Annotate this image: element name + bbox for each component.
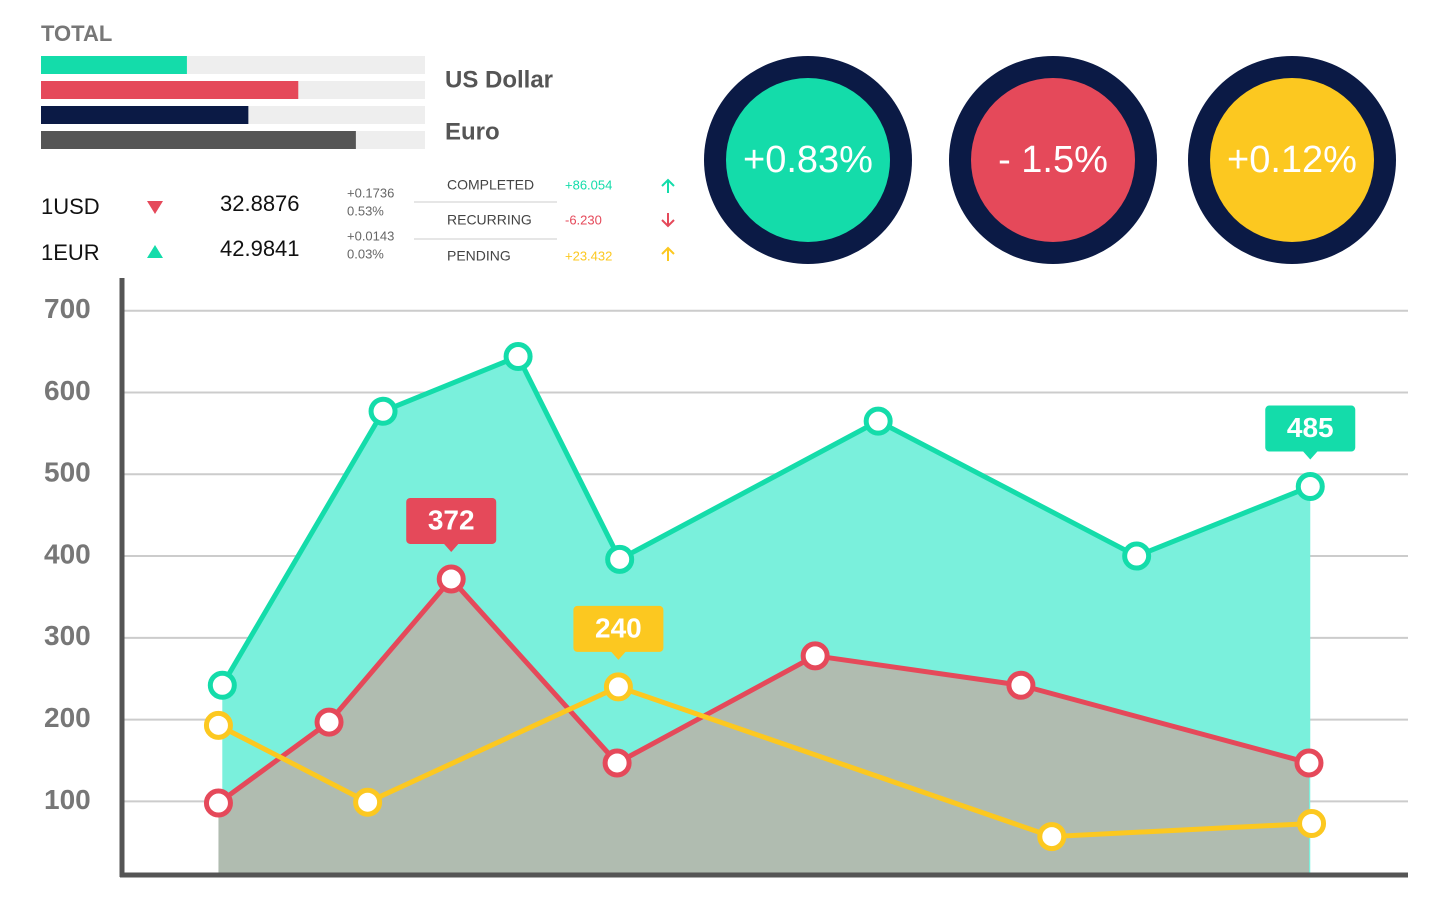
total-title: TOTAL xyxy=(41,21,112,46)
circle-label: +0.83% xyxy=(743,139,873,181)
ring-fill xyxy=(1210,78,1374,242)
callout-pointer xyxy=(610,650,627,660)
up-arrow xyxy=(661,178,675,193)
rate-change: +0.0143 xyxy=(347,228,394,243)
rate-percent: 0.03% xyxy=(347,246,384,261)
callout xyxy=(1265,405,1356,452)
point xyxy=(368,396,398,426)
status-label: PENDING xyxy=(447,248,511,264)
rate-change: +0.1736 xyxy=(347,185,394,200)
y-tick-label: 700 xyxy=(44,293,91,324)
status-label: COMPLETED xyxy=(447,177,534,193)
callout-pointer xyxy=(443,542,460,552)
status-label: RECURRING xyxy=(447,212,532,228)
legend-label: Euro xyxy=(445,118,500,145)
up-arrow xyxy=(661,246,675,261)
callout-pointer xyxy=(1302,450,1319,460)
point xyxy=(1295,472,1325,502)
point xyxy=(605,544,635,574)
point xyxy=(800,641,830,671)
rate-name: 1EUR xyxy=(41,240,100,265)
data-label: 485 xyxy=(1287,412,1334,443)
point xyxy=(1297,808,1327,838)
down-triangle xyxy=(147,201,163,214)
point xyxy=(863,406,893,436)
bar xyxy=(41,106,249,124)
point xyxy=(436,564,466,594)
rate-percent: 0.53% xyxy=(347,203,384,218)
circle-label: +0.12% xyxy=(1227,139,1357,181)
y-tick-label: 200 xyxy=(44,702,91,733)
area xyxy=(218,578,1309,875)
point xyxy=(1294,748,1324,778)
status-value: -6.230 xyxy=(565,212,602,227)
up-triangle xyxy=(147,245,163,258)
data-label: 372 xyxy=(428,504,475,535)
y-tick-label: 100 xyxy=(44,784,91,815)
point xyxy=(1006,670,1036,700)
bar xyxy=(41,131,356,149)
point xyxy=(1037,822,1067,852)
y-tick-label: 600 xyxy=(44,375,91,406)
point xyxy=(353,787,383,817)
bar xyxy=(41,81,299,99)
point xyxy=(203,788,233,818)
y-tick-label: 300 xyxy=(44,620,91,651)
status-value: +23.432 xyxy=(565,248,612,263)
ring-fill xyxy=(726,78,890,242)
callout xyxy=(573,605,664,652)
status-value: +86.054 xyxy=(565,177,612,192)
callout xyxy=(406,497,497,544)
circle-label: - 1.5% xyxy=(998,139,1108,181)
y-tick-label: 500 xyxy=(44,457,91,488)
point xyxy=(503,342,533,372)
point xyxy=(602,748,632,778)
point xyxy=(603,672,633,702)
rate-value: 32.8876 xyxy=(220,191,300,216)
legend-label: US Dollar xyxy=(445,66,553,93)
rate-value: 42.9841 xyxy=(220,236,300,261)
y-tick-label: 400 xyxy=(44,538,91,569)
rate-name: 1USD xyxy=(41,194,100,219)
ring-fill xyxy=(971,78,1135,242)
point xyxy=(314,707,344,737)
data-label: 240 xyxy=(595,612,642,643)
point xyxy=(1122,541,1152,571)
plot: 100 200 300 400 500 600 700 485 372 240 xyxy=(44,278,1408,878)
bar xyxy=(41,56,187,74)
down-arrow xyxy=(661,213,675,228)
point xyxy=(207,670,237,700)
point xyxy=(203,710,233,740)
